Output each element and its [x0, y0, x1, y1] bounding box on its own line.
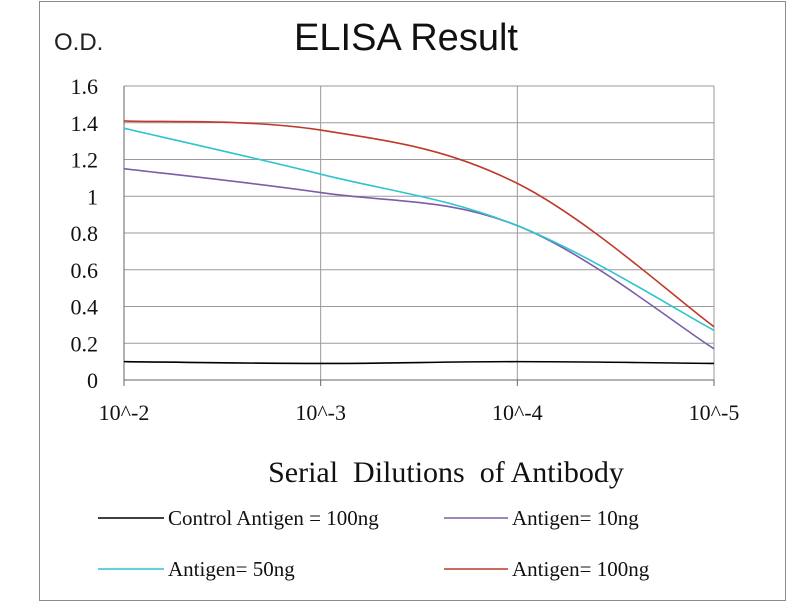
- y-tick-label: 1: [87, 184, 98, 209]
- x-tick-label: 10^-3: [295, 400, 346, 425]
- x-tick-label: 10^-4: [492, 400, 543, 425]
- y-tick-label: 0.2: [71, 331, 99, 356]
- x-tick-label: 10^-2: [99, 400, 150, 425]
- y-tick-label: 0.6: [71, 258, 99, 283]
- series-line-3: [123, 120, 715, 328]
- elisa-line-chart: O.D. ELISA Result 0 0.2 0.4 0.6 0.8 1 1.2 1.4 1.…: [54, 17, 740, 581]
- y-tick-label: 0.4: [71, 295, 99, 320]
- y-tick-label: 1.6: [71, 74, 99, 99]
- x-axis-label: Serial Dilutions of Antibody: [268, 456, 624, 489]
- legend-label-2: Antigen= 50ng: [168, 557, 295, 581]
- legend-label-1: Antigen= 10ng: [512, 506, 639, 530]
- y-tick-label: 1.4: [71, 111, 99, 136]
- x-tick-label: 10^-5: [689, 400, 740, 425]
- chart-title: ELISA Result: [294, 17, 518, 59]
- legend-label-3: Antigen= 100ng: [512, 557, 650, 581]
- chart-frame: O.D. ELISA Result 0 0.2 0.4 0.6 0.8 1 1.2 1.4 1.…: [39, 1, 786, 601]
- y-tick-label: 0.8: [71, 221, 99, 246]
- legend-label-0: Control Antigen = 100ng: [168, 506, 379, 530]
- y-tick-label: 0: [87, 368, 98, 393]
- y-axis-label: O.D.: [54, 29, 103, 56]
- y-tick-label: 1.2: [71, 148, 99, 173]
- series-line-2: [123, 127, 715, 332]
- series-line-0: [123, 360, 715, 365]
- series-line-1: [123, 167, 715, 350]
